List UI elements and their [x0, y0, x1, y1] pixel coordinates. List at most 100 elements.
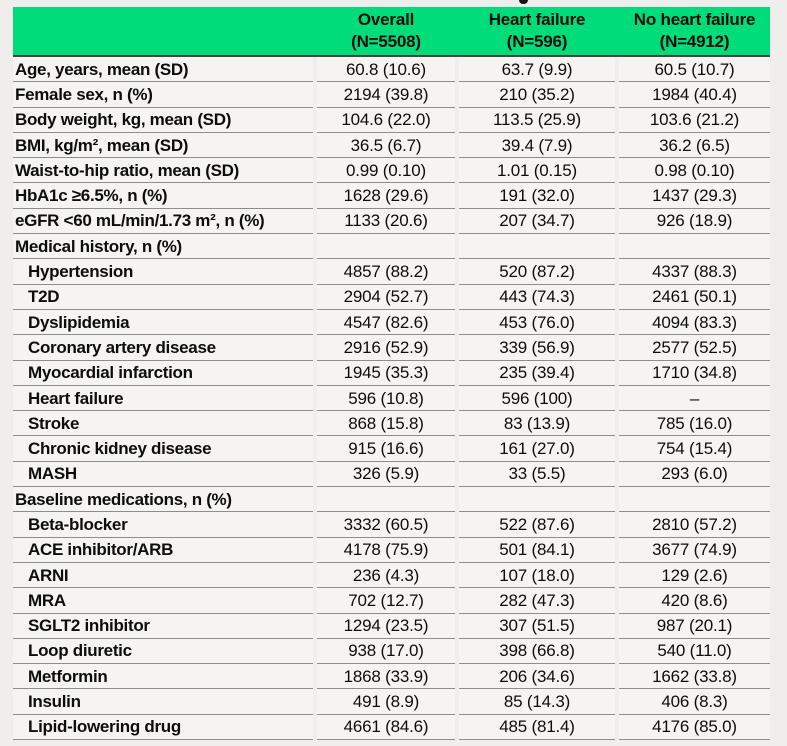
- baseline-characteristics-table: Overall (N=5508) Heart failure (N=596) N…: [13, 7, 770, 741]
- cell-no-heart-failure-value: 129 (2.6): [619, 562, 770, 589]
- table-row: MASH 326 (5.9) 33 (5.5) 293 (6.0): [13, 461, 770, 488]
- cell-heart-failure-value: 39.4 (7.9): [459, 132, 615, 159]
- section-label: Baseline medications, n (%): [13, 487, 313, 513]
- table-row: Dyslipidemia 4547 (82.6) 453 (76.0) 4094…: [13, 309, 770, 336]
- cell-heart-failure-value: 398 (66.8): [459, 638, 615, 665]
- cell-no-heart-failure-value: 926 (18.9): [619, 208, 770, 235]
- row-label: MASH: [13, 461, 313, 488]
- table-row: HbA1c ≥6.5%, n (%) 1628 (29.6) 191 (32.0…: [13, 183, 770, 209]
- cell-no-heart-failure-value: 36.2 (6.5): [619, 132, 770, 159]
- row-label: Hypertension: [13, 259, 313, 285]
- cell-overall-value: 326 (5.9): [317, 461, 455, 488]
- cropped-title-artifact: [519, 0, 528, 4]
- cell-no-heart-failure-value: 1437 (29.3): [619, 183, 770, 209]
- cell-overall-value: 491 (8.9): [317, 689, 455, 715]
- cell-heart-failure-value: 63.7 (9.9): [459, 57, 615, 83]
- cell-heart-failure-value: 85 (14.3): [459, 689, 615, 715]
- cell-no-heart-failure-value: 2577 (52.5): [619, 335, 770, 361]
- cell-overall-value: 4661 (84.6): [317, 714, 455, 741]
- row-label: Insulin: [13, 689, 313, 715]
- table-row: Beta-blocker 3332 (60.5) 522 (87.6) 2810…: [13, 512, 770, 538]
- section-empty-cell: [459, 234, 615, 260]
- cell-overall-value: 1945 (35.3): [317, 360, 455, 386]
- section-empty-cell: [459, 487, 615, 513]
- table-row: Metformin 1868 (33.9) 206 (34.6) 1662 (3…: [13, 664, 770, 690]
- cell-no-heart-failure-value: –: [619, 385, 770, 412]
- cell-heart-failure-value: 107 (18.0): [459, 562, 615, 589]
- table-row: Waist-to-hip ratio, mean (SD) 0.99 (0.10…: [13, 158, 770, 184]
- table-row: Coronary artery disease 2916 (52.9) 339 …: [13, 335, 770, 361]
- cell-overall-value: 868 (15.8): [317, 411, 455, 437]
- cell-heart-failure-value: 207 (34.7): [459, 208, 615, 235]
- cell-no-heart-failure-value: 1710 (34.8): [619, 360, 770, 386]
- row-label: Heart failure: [13, 385, 313, 412]
- cell-overall-value: 2916 (52.9): [317, 335, 455, 361]
- header-cell-overall: Overall (N=5508): [317, 7, 455, 55]
- row-label: Female sex, n (%): [13, 82, 313, 108]
- cell-heart-failure-value: 210 (35.2): [459, 82, 615, 108]
- cell-overall-value: 1628 (29.6): [317, 183, 455, 209]
- row-label: ACE inhibitor/ARB: [13, 537, 313, 563]
- table-row: Stroke 868 (15.8) 83 (13.9) 785 (16.0): [13, 411, 770, 437]
- cell-overall-value: 236 (4.3): [317, 562, 455, 589]
- cell-overall-value: 596 (10.8): [317, 385, 455, 412]
- cell-heart-failure-value: 453 (76.0): [459, 309, 615, 336]
- cell-overall-value: 4857 (88.2): [317, 259, 455, 285]
- table-row: SGLT2 inhibitor 1294 (23.5) 307 (51.5) 9…: [13, 613, 770, 639]
- row-label: eGFR <60 mL/min/1.73 m², n (%): [13, 208, 313, 235]
- cell-overall-value: 1294 (23.5): [317, 613, 455, 639]
- row-label: SGLT2 inhibitor: [13, 613, 313, 639]
- cell-heart-failure-value: 307 (51.5): [459, 613, 615, 639]
- cell-no-heart-failure-value: 293 (6.0): [619, 461, 770, 488]
- cell-overall-value: 0.99 (0.10): [317, 158, 455, 184]
- column-title: Overall: [357, 10, 415, 30]
- cell-heart-failure-value: 520 (87.2): [459, 259, 615, 285]
- cell-heart-failure-value: 161 (27.0): [459, 436, 615, 462]
- row-label: Chronic kidney disease: [13, 436, 313, 462]
- cell-heart-failure-value: 443 (74.3): [459, 284, 615, 310]
- column-n: (N=4912): [659, 32, 730, 51]
- cell-no-heart-failure-value: 0.98 (0.10): [619, 158, 770, 184]
- table-row: ARNI 236 (4.3) 107 (18.0) 129 (2.6): [13, 562, 770, 589]
- cell-no-heart-failure-value: 4094 (83.3): [619, 309, 770, 336]
- cell-heart-failure-value: 191 (32.0): [459, 183, 615, 209]
- table-body: Age, years, mean (SD) 60.8 (10.6) 63.7 (…: [13, 57, 770, 741]
- cell-no-heart-failure-value: 1662 (33.8): [619, 664, 770, 690]
- cell-no-heart-failure-value: 754 (15.4): [619, 436, 770, 462]
- row-label: BMI, kg/m², mean (SD): [13, 132, 313, 159]
- cell-overall-value: 4178 (75.9): [317, 537, 455, 563]
- row-label: Lipid-lowering drug: [13, 714, 313, 741]
- table-row: T2D 2904 (52.7) 443 (74.3) 2461 (50.1): [13, 284, 770, 310]
- cell-overall-value: 915 (16.6): [317, 436, 455, 462]
- table-row: Chronic kidney disease 915 (16.6) 161 (2…: [13, 436, 770, 462]
- table-row: Loop diuretic 938 (17.0) 398 (66.8) 540 …: [13, 638, 770, 665]
- cell-no-heart-failure-value: 987 (20.1): [619, 613, 770, 639]
- row-label: T2D: [13, 284, 313, 310]
- cell-overall-value: 36.5 (6.7): [317, 132, 455, 159]
- cell-no-heart-failure-value: 2810 (57.2): [619, 512, 770, 538]
- cell-no-heart-failure-value: 540 (11.0): [619, 638, 770, 665]
- table-row: MRA 702 (12.7) 282 (47.3) 420 (8.6): [13, 588, 770, 614]
- cell-heart-failure-value: 113.5 (25.9): [459, 107, 615, 133]
- cell-overall-value: 1133 (20.6): [317, 208, 455, 235]
- header-cell-heart-failure: Heart failure (N=596): [459, 7, 615, 55]
- cell-heart-failure-value: 1.01 (0.15): [459, 158, 615, 184]
- cell-no-heart-failure-value: 785 (16.0): [619, 411, 770, 437]
- cell-heart-failure-value: 339 (56.9): [459, 335, 615, 361]
- row-label: Loop diuretic: [13, 638, 313, 665]
- table-row: Insulin 491 (8.9) 85 (14.3) 406 (8.3): [13, 689, 770, 715]
- cell-heart-failure-value: 501 (84.1): [459, 537, 615, 563]
- column-title: Heart failure: [488, 10, 586, 30]
- table-header-row: Overall (N=5508) Heart failure (N=596) N…: [13, 7, 770, 57]
- section-empty-cell: [619, 234, 770, 260]
- cell-heart-failure-value: 206 (34.6): [459, 664, 615, 690]
- table-row: ACE inhibitor/ARB 4178 (75.9) 501 (84.1)…: [13, 537, 770, 563]
- table-row: Female sex, n (%) 2194 (39.8) 210 (35.2)…: [13, 82, 770, 108]
- row-label: Age, years, mean (SD): [13, 57, 313, 83]
- cell-overall-value: 702 (12.7): [317, 588, 455, 614]
- cell-heart-failure-value: 522 (87.6): [459, 512, 615, 538]
- cell-heart-failure-value: 485 (81.4): [459, 714, 615, 741]
- row-label: Waist-to-hip ratio, mean (SD): [13, 158, 313, 184]
- row-label: ARNI: [13, 562, 313, 589]
